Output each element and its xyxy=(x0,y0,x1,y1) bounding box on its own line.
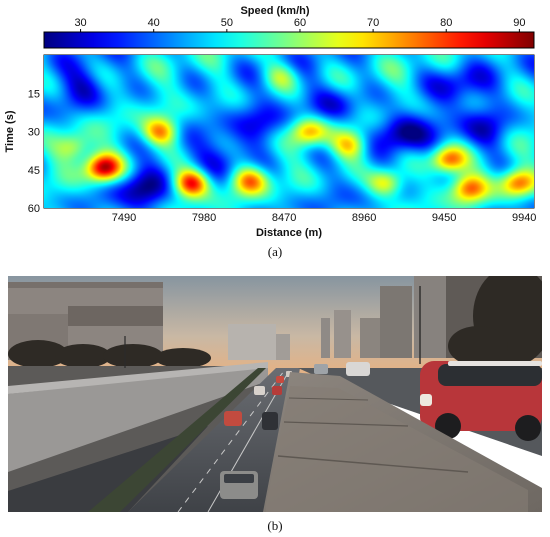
road-lower xyxy=(8,426,208,512)
caption-a: (a) xyxy=(267,244,283,259)
x-tick-label: 8470 xyxy=(272,212,296,224)
colorbar-tick-label: 40 xyxy=(148,17,160,29)
colorbar-tick-label: 30 xyxy=(74,17,86,29)
x-tick-label: 9450 xyxy=(432,212,456,224)
building-mid xyxy=(228,324,290,360)
y-axis-label: Time (s) xyxy=(4,110,16,152)
colorbar xyxy=(43,31,535,49)
x-tick-label: 7980 xyxy=(192,212,216,224)
retaining-wall-top xyxy=(8,362,268,394)
colorbar-tick-label: 70 xyxy=(367,17,379,29)
colorbar-tick-label: 80 xyxy=(440,17,452,29)
x-tick-label: 8960 xyxy=(352,212,376,224)
y-tick-label: 15 xyxy=(28,88,40,100)
x-axis-label: Distance (m) xyxy=(256,227,322,239)
retaining-wall xyxy=(8,366,268,472)
red-hatchback xyxy=(420,361,542,441)
x-tick-label: 7490 xyxy=(112,212,136,224)
y-tick-label: 30 xyxy=(28,127,40,139)
caption-b: (b) xyxy=(267,518,283,533)
colorbar-tick-label: 60 xyxy=(294,17,306,29)
heatmap-chart: 30 40 50 60 70 80 90 Speed (km/h) 7490 7980 8470 89… xyxy=(4,5,536,239)
traffic-photo xyxy=(8,276,542,512)
y-tick-label: 60 xyxy=(28,203,40,215)
colorbar-label: Speed (km/h) xyxy=(240,5,309,17)
heatmap-figure: 30 40 50 60 70 80 90 Speed (km/h) 7490 7980 8470 89… xyxy=(0,0,550,262)
median-hedge xyxy=(88,368,266,512)
colorbar-tick-label: 90 xyxy=(513,17,525,29)
trees xyxy=(8,276,542,368)
x-tick-label: 9940 xyxy=(512,212,536,224)
y-tick-label: 45 xyxy=(28,165,40,177)
colorbar-tick-label: 50 xyxy=(221,17,233,29)
speed-heatmap xyxy=(44,55,534,208)
